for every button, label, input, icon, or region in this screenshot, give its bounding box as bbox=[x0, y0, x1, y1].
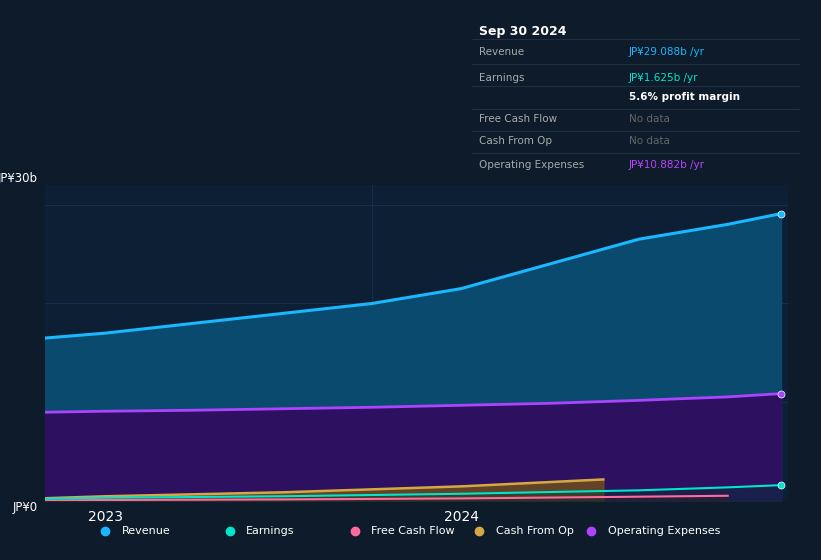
Text: Free Cash Flow: Free Cash Flow bbox=[479, 114, 557, 124]
Text: JP¥29.088b /yr: JP¥29.088b /yr bbox=[629, 47, 705, 57]
Text: Revenue: Revenue bbox=[479, 47, 525, 57]
Text: 5.6% profit margin: 5.6% profit margin bbox=[629, 92, 740, 101]
Text: Earnings: Earnings bbox=[246, 526, 295, 535]
Text: Revenue: Revenue bbox=[122, 526, 170, 535]
Text: JP¥10.882b /yr: JP¥10.882b /yr bbox=[629, 160, 705, 170]
Text: Sep 30 2024: Sep 30 2024 bbox=[479, 25, 566, 38]
Text: Operating Expenses: Operating Expenses bbox=[479, 160, 585, 170]
Text: Operating Expenses: Operating Expenses bbox=[608, 526, 720, 535]
Text: Free Cash Flow: Free Cash Flow bbox=[371, 526, 455, 535]
Text: No data: No data bbox=[629, 136, 670, 146]
Text: JP¥0: JP¥0 bbox=[12, 501, 38, 514]
Text: JP¥1.625b /yr: JP¥1.625b /yr bbox=[629, 73, 699, 83]
Text: Cash From Op: Cash From Op bbox=[479, 136, 553, 146]
Text: Earnings: Earnings bbox=[479, 73, 525, 83]
Text: JP¥30b: JP¥30b bbox=[0, 172, 38, 185]
Text: No data: No data bbox=[629, 114, 670, 124]
Text: Cash From Op: Cash From Op bbox=[496, 526, 574, 535]
